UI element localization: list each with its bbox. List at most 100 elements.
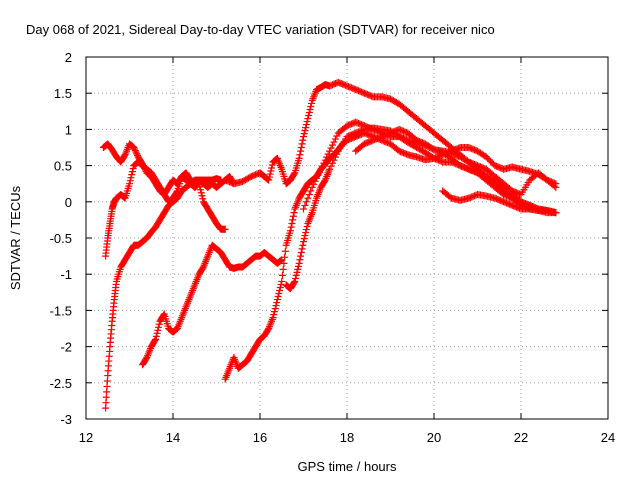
data-point <box>152 335 160 343</box>
data-point <box>196 183 204 191</box>
series-satellite-track-E <box>221 129 560 383</box>
data-point <box>311 177 319 185</box>
data-point <box>320 159 328 167</box>
data-point <box>276 283 284 291</box>
data-point <box>265 176 273 184</box>
data-point <box>152 332 160 340</box>
x-tick-label: 20 <box>427 430 441 445</box>
data-point <box>294 262 302 270</box>
data-point <box>300 133 307 141</box>
data-point <box>302 226 310 234</box>
data-point <box>296 151 304 159</box>
data-point <box>271 308 278 316</box>
data-point <box>197 186 205 194</box>
data-point <box>323 153 331 161</box>
data-point <box>133 150 141 158</box>
data-point <box>331 135 339 143</box>
data-point <box>297 252 305 260</box>
y-axis-label: SDTVAR / TECUs <box>8 185 23 290</box>
data-point <box>270 311 278 319</box>
data-point <box>298 140 306 148</box>
y-tick-label: 0 <box>65 195 72 210</box>
data-point <box>302 124 310 132</box>
data-point <box>305 109 313 117</box>
data-point <box>277 280 285 288</box>
data-point <box>330 138 338 146</box>
data-point <box>308 183 316 191</box>
y-axis-ticks: -3 -2.5 -2 -1.5 -1 -0.5 0 0.5 1 1.5 2 <box>50 50 608 427</box>
data-point <box>300 205 307 213</box>
data-point <box>318 162 326 170</box>
data-point <box>289 216 297 224</box>
data-point <box>300 235 308 243</box>
data-point <box>151 337 159 345</box>
data-point <box>271 305 279 313</box>
data-point <box>268 164 276 172</box>
data-point <box>130 144 138 151</box>
data-point <box>288 220 296 228</box>
data-point <box>292 274 300 282</box>
data-point <box>299 136 307 144</box>
x-tick-label: 14 <box>166 430 180 445</box>
data-point <box>329 141 336 149</box>
data-point <box>154 326 162 334</box>
data-point <box>276 257 284 265</box>
y-tick-label: -2 <box>60 340 72 355</box>
data-point <box>326 147 334 155</box>
y-tick-label: 1 <box>65 122 72 137</box>
x-tick-label: 18 <box>340 430 354 445</box>
y-tick-label: 2 <box>65 50 72 65</box>
data-point <box>153 329 161 337</box>
data-point <box>333 150 341 158</box>
data-point <box>290 279 298 287</box>
data-point <box>326 165 334 173</box>
series-satellite-track-A <box>99 140 238 199</box>
data-point <box>269 314 277 322</box>
data-point <box>330 156 338 164</box>
data-point <box>297 147 305 155</box>
data-point <box>155 320 163 328</box>
data-point <box>287 223 295 231</box>
data-point <box>299 241 307 249</box>
x-tick-label: 12 <box>79 430 93 445</box>
data-point <box>331 153 339 161</box>
data-point <box>131 145 139 153</box>
data-point <box>289 212 297 220</box>
data-point <box>293 268 301 276</box>
series-satellite-track-B <box>102 158 229 260</box>
data-point <box>274 293 282 301</box>
data-point <box>302 229 310 237</box>
data-point <box>197 189 205 197</box>
data-point <box>280 259 288 267</box>
data-point <box>304 194 312 202</box>
data-point <box>273 299 281 307</box>
data-point <box>295 154 303 162</box>
x-tick-label: 22 <box>514 430 528 445</box>
data-point <box>281 253 289 261</box>
data-point <box>298 245 306 253</box>
data-point <box>290 170 298 178</box>
data-point <box>307 102 315 110</box>
data-point <box>292 271 300 279</box>
data-point <box>266 170 274 178</box>
data-point <box>552 183 560 191</box>
data-point <box>279 265 287 273</box>
data-point <box>300 130 308 138</box>
series-satellite-track-J <box>439 187 560 217</box>
data-point <box>303 118 311 126</box>
data-point <box>321 177 329 185</box>
data-point <box>199 195 207 203</box>
y-tick-label: -1 <box>60 267 72 282</box>
data-point <box>275 290 283 298</box>
data-point <box>131 147 139 155</box>
data-point <box>281 247 289 255</box>
data-point <box>142 355 150 363</box>
data-point <box>268 161 276 169</box>
data-point <box>307 187 315 195</box>
data-point <box>315 168 323 176</box>
data-markers <box>99 78 560 412</box>
data-point <box>310 180 318 188</box>
data-point <box>160 311 168 319</box>
data-point <box>302 198 310 206</box>
